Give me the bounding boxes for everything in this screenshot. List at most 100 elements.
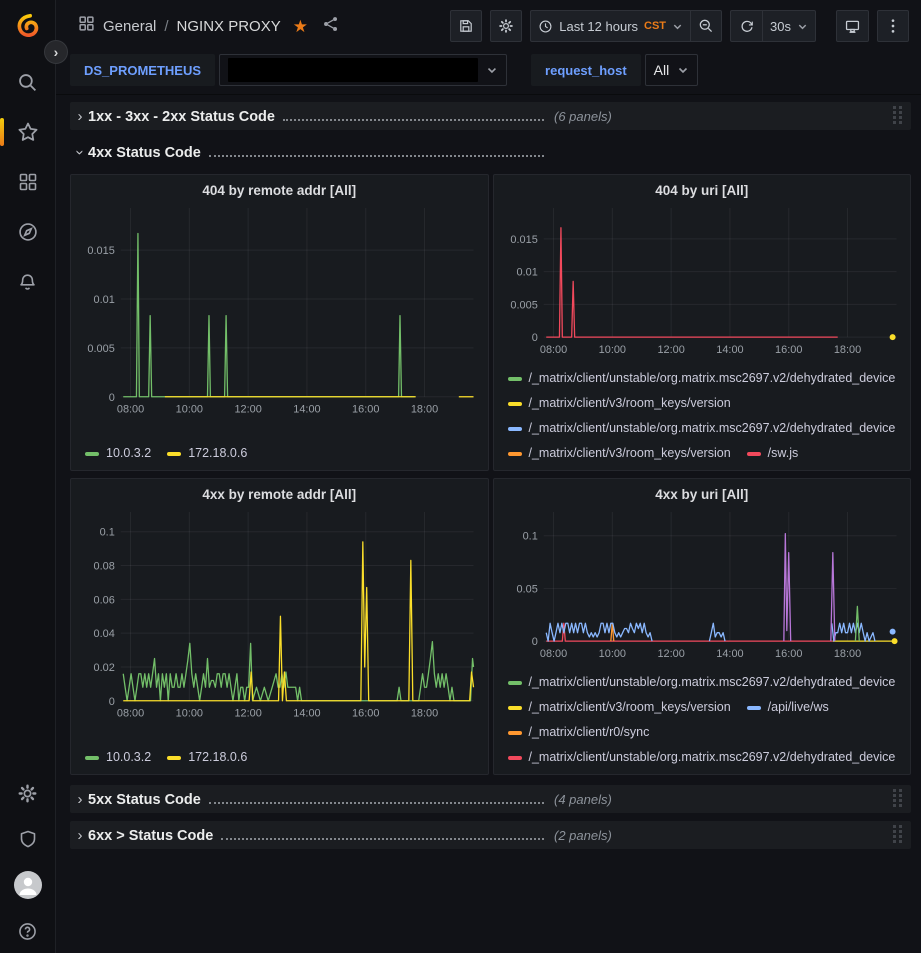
row-leader-dots: [282, 118, 544, 121]
dashboard-scroll-area[interactable]: › 1xx - 3xx - 2xx Status Code (6 panels)…: [56, 95, 921, 953]
breadcrumb-dashboard-title[interactable]: NGINX PROXY: [176, 17, 281, 35]
dashboard-settings-button[interactable]: [490, 10, 523, 42]
row-title: 1xx - 3xx - 2xx Status Code: [88, 108, 275, 125]
time-range-picker[interactable]: Last 12 hours CST: [530, 10, 691, 42]
svg-text:16:00: 16:00: [352, 708, 379, 720]
row-drag-handle[interactable]: [893, 825, 905, 845]
legend-label: /_matrix/client/r0/sync: [528, 725, 650, 739]
panel-4xx-by-uri: 4xx by uri [All] 08:00 10:00 12:00 14:00 16:…: [492, 478, 911, 775]
legend-label: /_matrix/client/unstable/org.matrix.msc2…: [528, 421, 896, 435]
svg-text:0.1: 0.1: [100, 527, 115, 539]
row-leader-dots: [208, 801, 544, 804]
row-drag-handle[interactable]: [893, 106, 905, 126]
panel-legend: /_matrix/client/unstable/org.matrix.msc2…: [502, 366, 903, 464]
refresh-button[interactable]: [730, 10, 763, 42]
user-avatar[interactable]: [13, 871, 42, 899]
legend-label: /_matrix/client/unstable/org.matrix.msc2…: [528, 371, 896, 385]
zoom-out-time-button[interactable]: [690, 10, 723, 42]
legend-swatch: [507, 730, 522, 735]
svg-text:14:00: 14:00: [293, 404, 320, 416]
legend-swatch: [167, 451, 182, 456]
legend-label: /sw.js: [767, 446, 799, 460]
help-icon[interactable]: [16, 919, 40, 943]
svg-text:18:00: 18:00: [833, 344, 860, 356]
top-navbar: General / NGINX PROXY ★ Last 12 hours CS…: [56, 0, 921, 52]
share-icon[interactable]: [322, 15, 340, 38]
legend-item[interactable]: 10.0.3.2: [85, 443, 151, 464]
legend-item[interactable]: /api/live/ws: [746, 697, 829, 718]
legend-label: 10.0.3.2: [106, 750, 152, 764]
svg-text:10:00: 10:00: [598, 344, 625, 356]
row-4xx-status-code[interactable]: › 4xx Status Code: [70, 138, 911, 166]
svg-text:14:00: 14:00: [716, 648, 743, 660]
svg-text:08:00: 08:00: [117, 404, 144, 416]
legend-swatch: [507, 376, 522, 381]
legend-swatch: [507, 401, 522, 406]
legend-item[interactable]: /_matrix/client/unstable/org.matrix.msc2…: [507, 418, 896, 439]
sidebar-expand-chevron[interactable]: ›: [44, 40, 68, 64]
svg-text:0.01: 0.01: [94, 294, 115, 306]
legend-item[interactable]: 10.0.3.2: [85, 747, 151, 768]
svg-text:14:00: 14:00: [293, 708, 320, 720]
legend-item[interactable]: 172.18.0.6: [167, 443, 247, 464]
request-host-variable-label: request_host: [531, 54, 641, 86]
dashboards-icon[interactable]: [16, 170, 40, 194]
row-panel-count: (6 panels): [554, 108, 612, 124]
breadcrumb-folder[interactable]: General: [103, 17, 157, 35]
save-dashboard-button[interactable]: [450, 10, 483, 42]
timeseries-chart: 08:00 10:00 12:00 14:00 16:00 18:00 0 0.05 0.1: [516, 511, 898, 660]
row-title: 5xx Status Code: [88, 791, 201, 808]
svg-text:08:00: 08:00: [539, 344, 566, 356]
tv-mode-button[interactable]: [836, 10, 869, 42]
kebab-menu-button[interactable]: [877, 10, 909, 42]
svg-text:0.005: 0.005: [87, 343, 114, 355]
refresh-interval-dropdown[interactable]: 30s: [762, 10, 816, 42]
legend-item[interactable]: /_matrix/client/unstable/org.matrix.msc2…: [507, 672, 896, 693]
grafana-logo[interactable]: [14, 12, 42, 40]
favorite-star-icon[interactable]: ★: [292, 16, 308, 36]
legend-item[interactable]: /_matrix/client/v3/room_keys/version: [507, 443, 731, 464]
legend-item[interactable]: /_matrix/client/unstable/org.matrix.msc2…: [507, 747, 895, 768]
admin-shield-icon[interactable]: [16, 827, 40, 851]
sidebar: ›: [0, 0, 68, 953]
row-5xx-status-code[interactable]: › 5xx Status Code (4 panels): [70, 785, 911, 813]
legend-item[interactable]: /_matrix/client/v3/room_keys/version: [507, 697, 731, 718]
legend-item[interactable]: /_matrix/client/v3/room_keys/version: [507, 393, 731, 414]
svg-text:0.015: 0.015: [87, 245, 114, 257]
request-host-variable-select[interactable]: All: [644, 54, 699, 86]
timeseries-chart: 08:00 10:00 12:00 14:00 16:00 18:00 0 0.02 0.04 0…: [94, 511, 475, 720]
svg-text:12:00: 12:00: [234, 708, 261, 720]
svg-text:0.02: 0.02: [94, 662, 115, 674]
legend-item[interactable]: /_matrix/client/unstable/org.matrix.msc2…: [507, 368, 896, 389]
request-host-value: All: [653, 62, 670, 78]
svg-text:10:00: 10:00: [176, 708, 203, 720]
legend-label: /_matrix/client/v3/room_keys/version: [528, 446, 731, 460]
alerting-bell-icon[interactable]: [16, 270, 40, 294]
panel-title[interactable]: 404 by remote addr [All]: [202, 183, 357, 198]
datasource-variable-select[interactable]: [219, 54, 508, 86]
row-drag-handle[interactable]: [893, 789, 905, 809]
svg-text:08:00: 08:00: [117, 708, 144, 720]
row-panel-count: (2 panels): [554, 827, 612, 843]
search-icon[interactable]: [16, 70, 40, 94]
row-title: 6xx > Status Code: [88, 827, 214, 844]
settings-gear-icon[interactable]: [16, 781, 40, 805]
row-6xx-status-code[interactable]: › 6xx > Status Code (2 panels): [70, 821, 911, 849]
svg-text:12:00: 12:00: [234, 404, 261, 416]
panel-title[interactable]: 4xx by remote addr [All]: [202, 487, 357, 502]
timeseries-chart: 08:00 10:00 12:00 14:00 16:00 18:00 0 0.005 0.01…: [87, 207, 474, 416]
svg-text:12:00: 12:00: [657, 648, 684, 660]
svg-text:18:00: 18:00: [411, 708, 438, 720]
row-1xx-3xx-2xx-status-code[interactable]: › 1xx - 3xx - 2xx Status Code (6 panels): [70, 102, 911, 130]
legend-item[interactable]: 172.18.0.6: [167, 747, 247, 768]
legend-label: /_matrix/client/unstable/org.matrix.msc2…: [528, 675, 896, 689]
explore-compass-icon[interactable]: [16, 220, 40, 244]
panel-legend: 10.0.3.2 172.18.0.6: [79, 745, 480, 768]
legend-item[interactable]: /_matrix/client/r0/sync: [507, 722, 650, 743]
panel-title[interactable]: 4xx by uri [All]: [655, 487, 749, 502]
legend-swatch: [507, 705, 522, 710]
starred-icon[interactable]: [0, 118, 40, 146]
panel-title[interactable]: 404 by uri [All]: [655, 183, 749, 198]
time-zone-badge: CST: [644, 20, 667, 32]
legend-item[interactable]: /sw.js: [746, 443, 799, 464]
